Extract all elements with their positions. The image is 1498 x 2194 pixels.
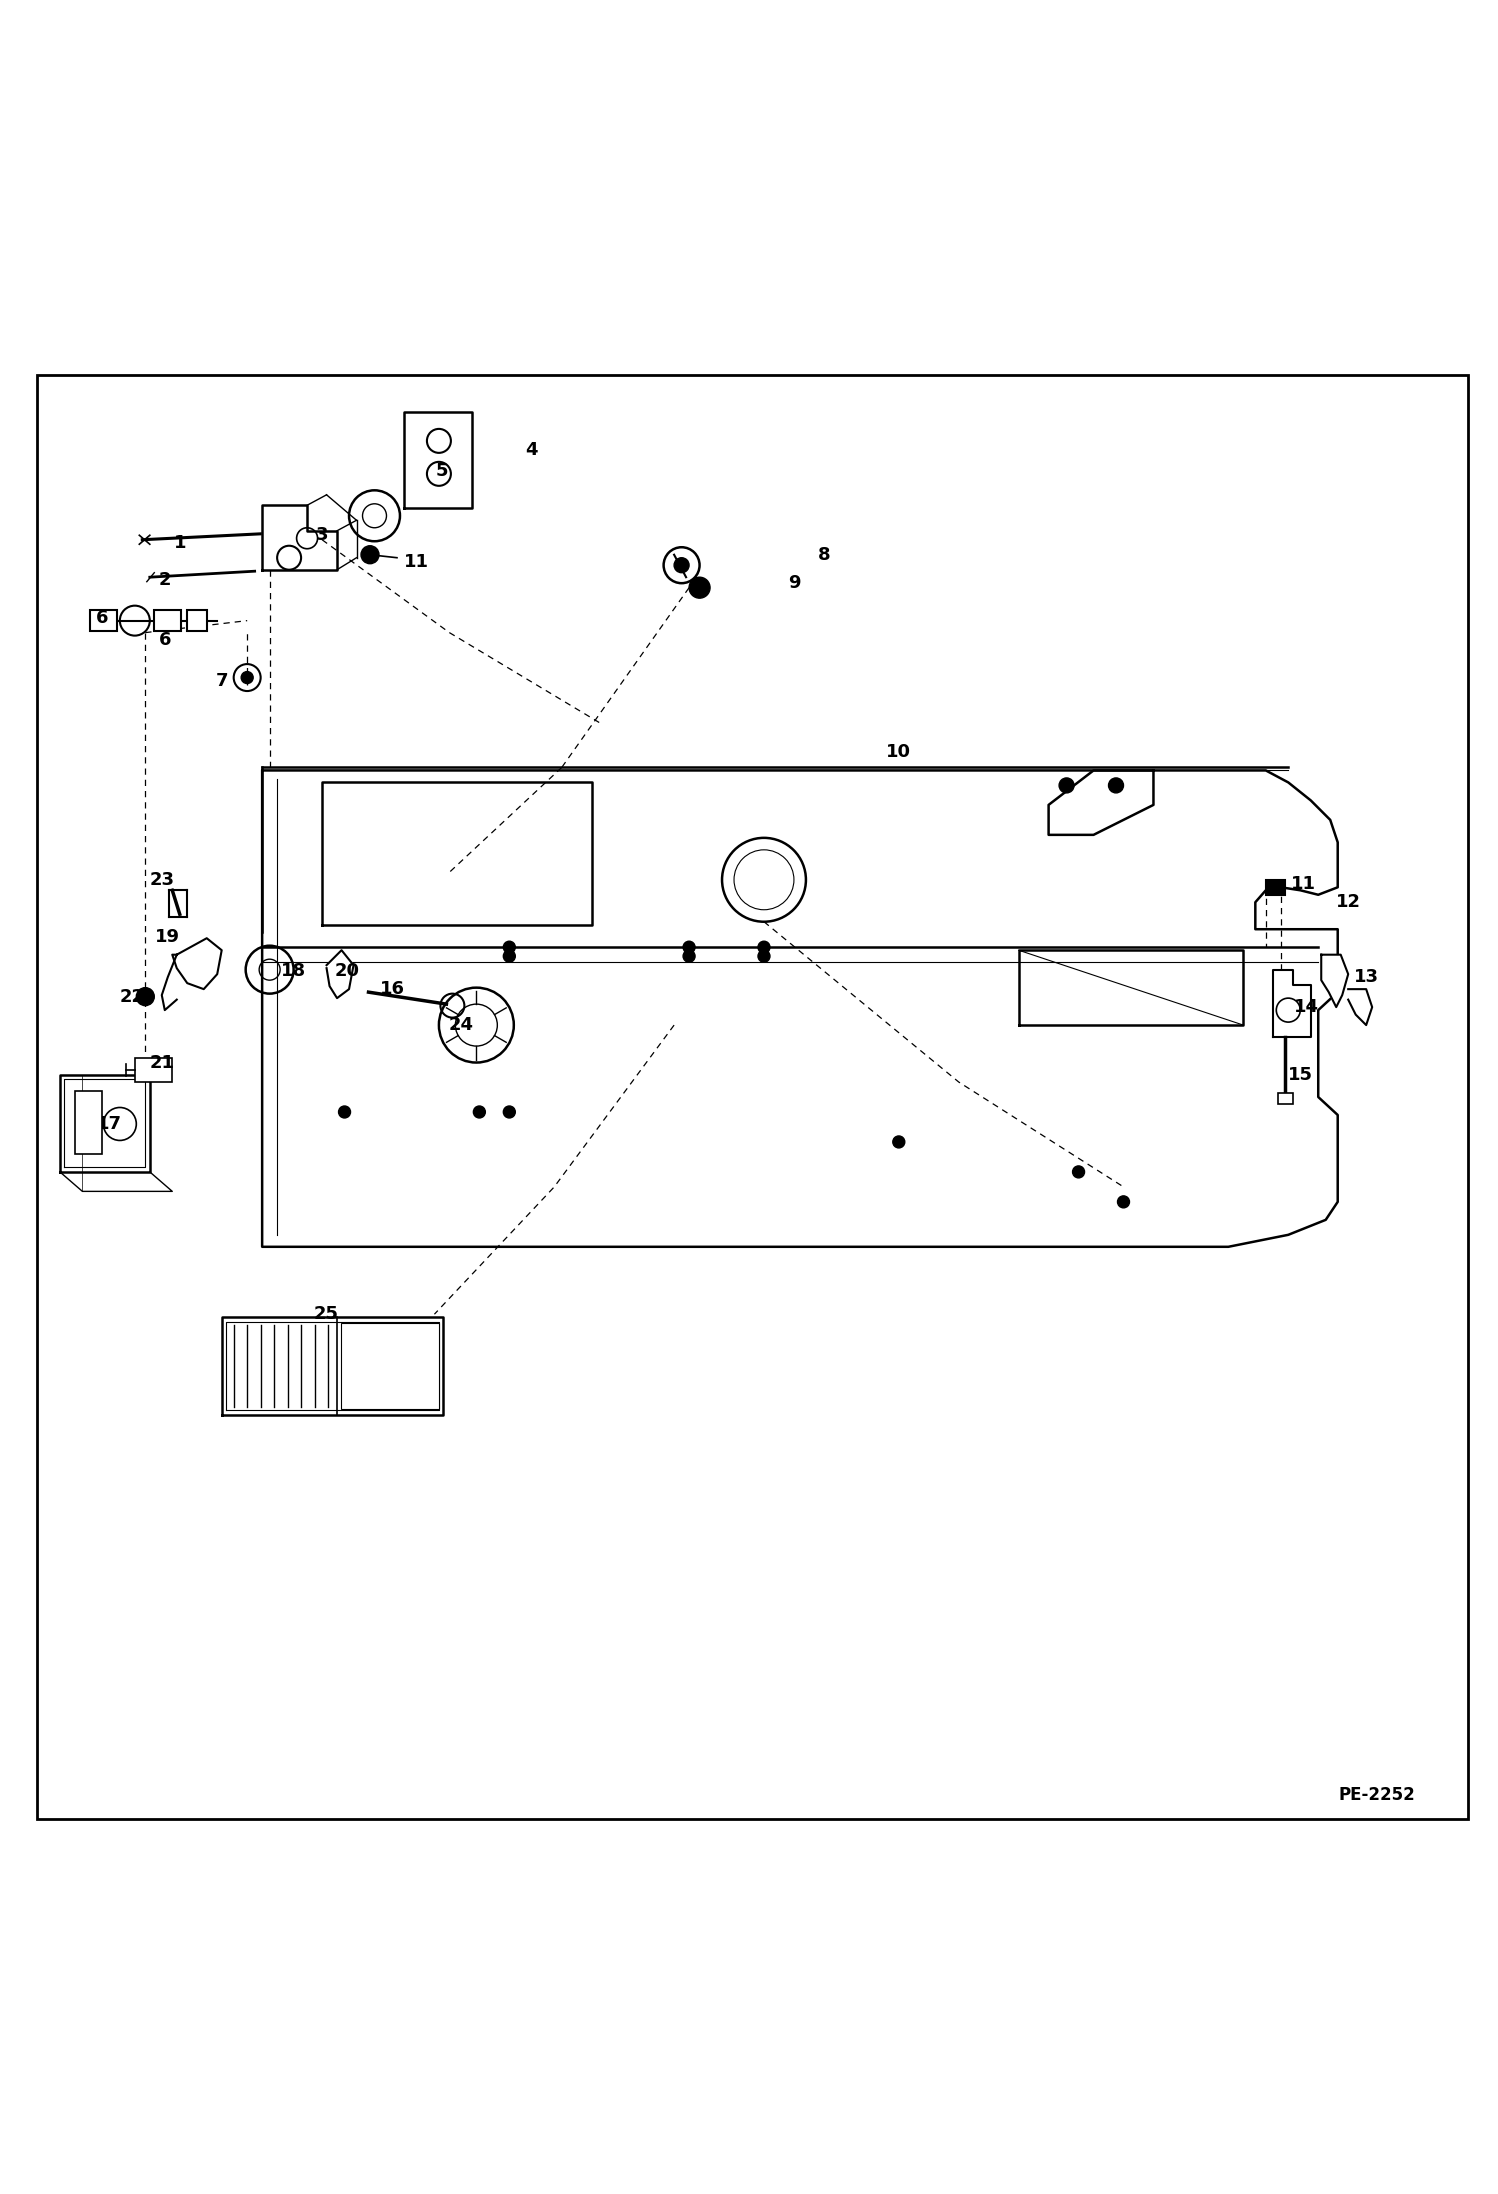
FancyBboxPatch shape [187,610,207,632]
FancyBboxPatch shape [154,610,181,632]
FancyBboxPatch shape [75,1090,102,1154]
FancyBboxPatch shape [135,1058,172,1082]
Circle shape [758,941,770,952]
Text: 20: 20 [336,963,360,981]
Text: 5: 5 [436,461,448,480]
Circle shape [758,950,770,963]
Circle shape [136,987,154,1005]
Text: 4: 4 [526,441,538,459]
Polygon shape [1273,970,1311,1038]
Circle shape [503,950,515,963]
Circle shape [1118,1196,1129,1209]
Text: 11: 11 [404,553,428,570]
Polygon shape [60,1075,150,1172]
Text: 11: 11 [1291,875,1315,893]
Polygon shape [404,412,472,509]
Circle shape [1059,779,1074,792]
Polygon shape [262,505,337,570]
FancyBboxPatch shape [90,610,117,632]
Circle shape [503,941,515,952]
Text: 9: 9 [788,575,800,592]
FancyBboxPatch shape [342,1323,439,1409]
FancyBboxPatch shape [1278,1093,1293,1104]
Polygon shape [327,950,354,998]
Circle shape [339,1106,351,1119]
Text: 22: 22 [120,987,144,1005]
Circle shape [241,671,253,685]
Circle shape [361,546,379,564]
Text: 15: 15 [1288,1066,1312,1084]
Circle shape [683,941,695,952]
Text: 14: 14 [1294,998,1318,1016]
Text: 8: 8 [818,546,830,564]
Text: 19: 19 [156,928,180,946]
Text: 13: 13 [1354,968,1378,985]
FancyBboxPatch shape [1266,880,1285,895]
Circle shape [674,557,689,573]
Polygon shape [172,939,222,989]
Circle shape [683,950,695,963]
Text: 21: 21 [150,1053,174,1071]
Text: 6: 6 [159,632,171,649]
Text: 6: 6 [96,608,108,627]
Text: 3: 3 [316,527,328,544]
Text: 7: 7 [216,671,228,689]
Circle shape [503,1106,515,1119]
Circle shape [1109,779,1124,792]
Text: 1: 1 [174,533,186,551]
Text: 23: 23 [150,871,174,889]
Text: 16: 16 [380,981,404,998]
FancyBboxPatch shape [37,375,1468,1819]
Text: 2: 2 [159,570,171,590]
Text: 12: 12 [1336,893,1360,911]
Circle shape [689,577,710,599]
Text: PE-2252: PE-2252 [1339,1786,1416,1803]
Text: 25: 25 [315,1305,339,1323]
Polygon shape [1348,989,1372,1025]
Circle shape [893,1136,905,1147]
Polygon shape [1321,954,1348,1007]
Text: 17: 17 [97,1115,121,1132]
Circle shape [473,1106,485,1119]
Text: 18: 18 [282,963,306,981]
Circle shape [1073,1165,1085,1178]
Text: 10: 10 [887,744,911,761]
Text: 24: 24 [449,1016,473,1033]
